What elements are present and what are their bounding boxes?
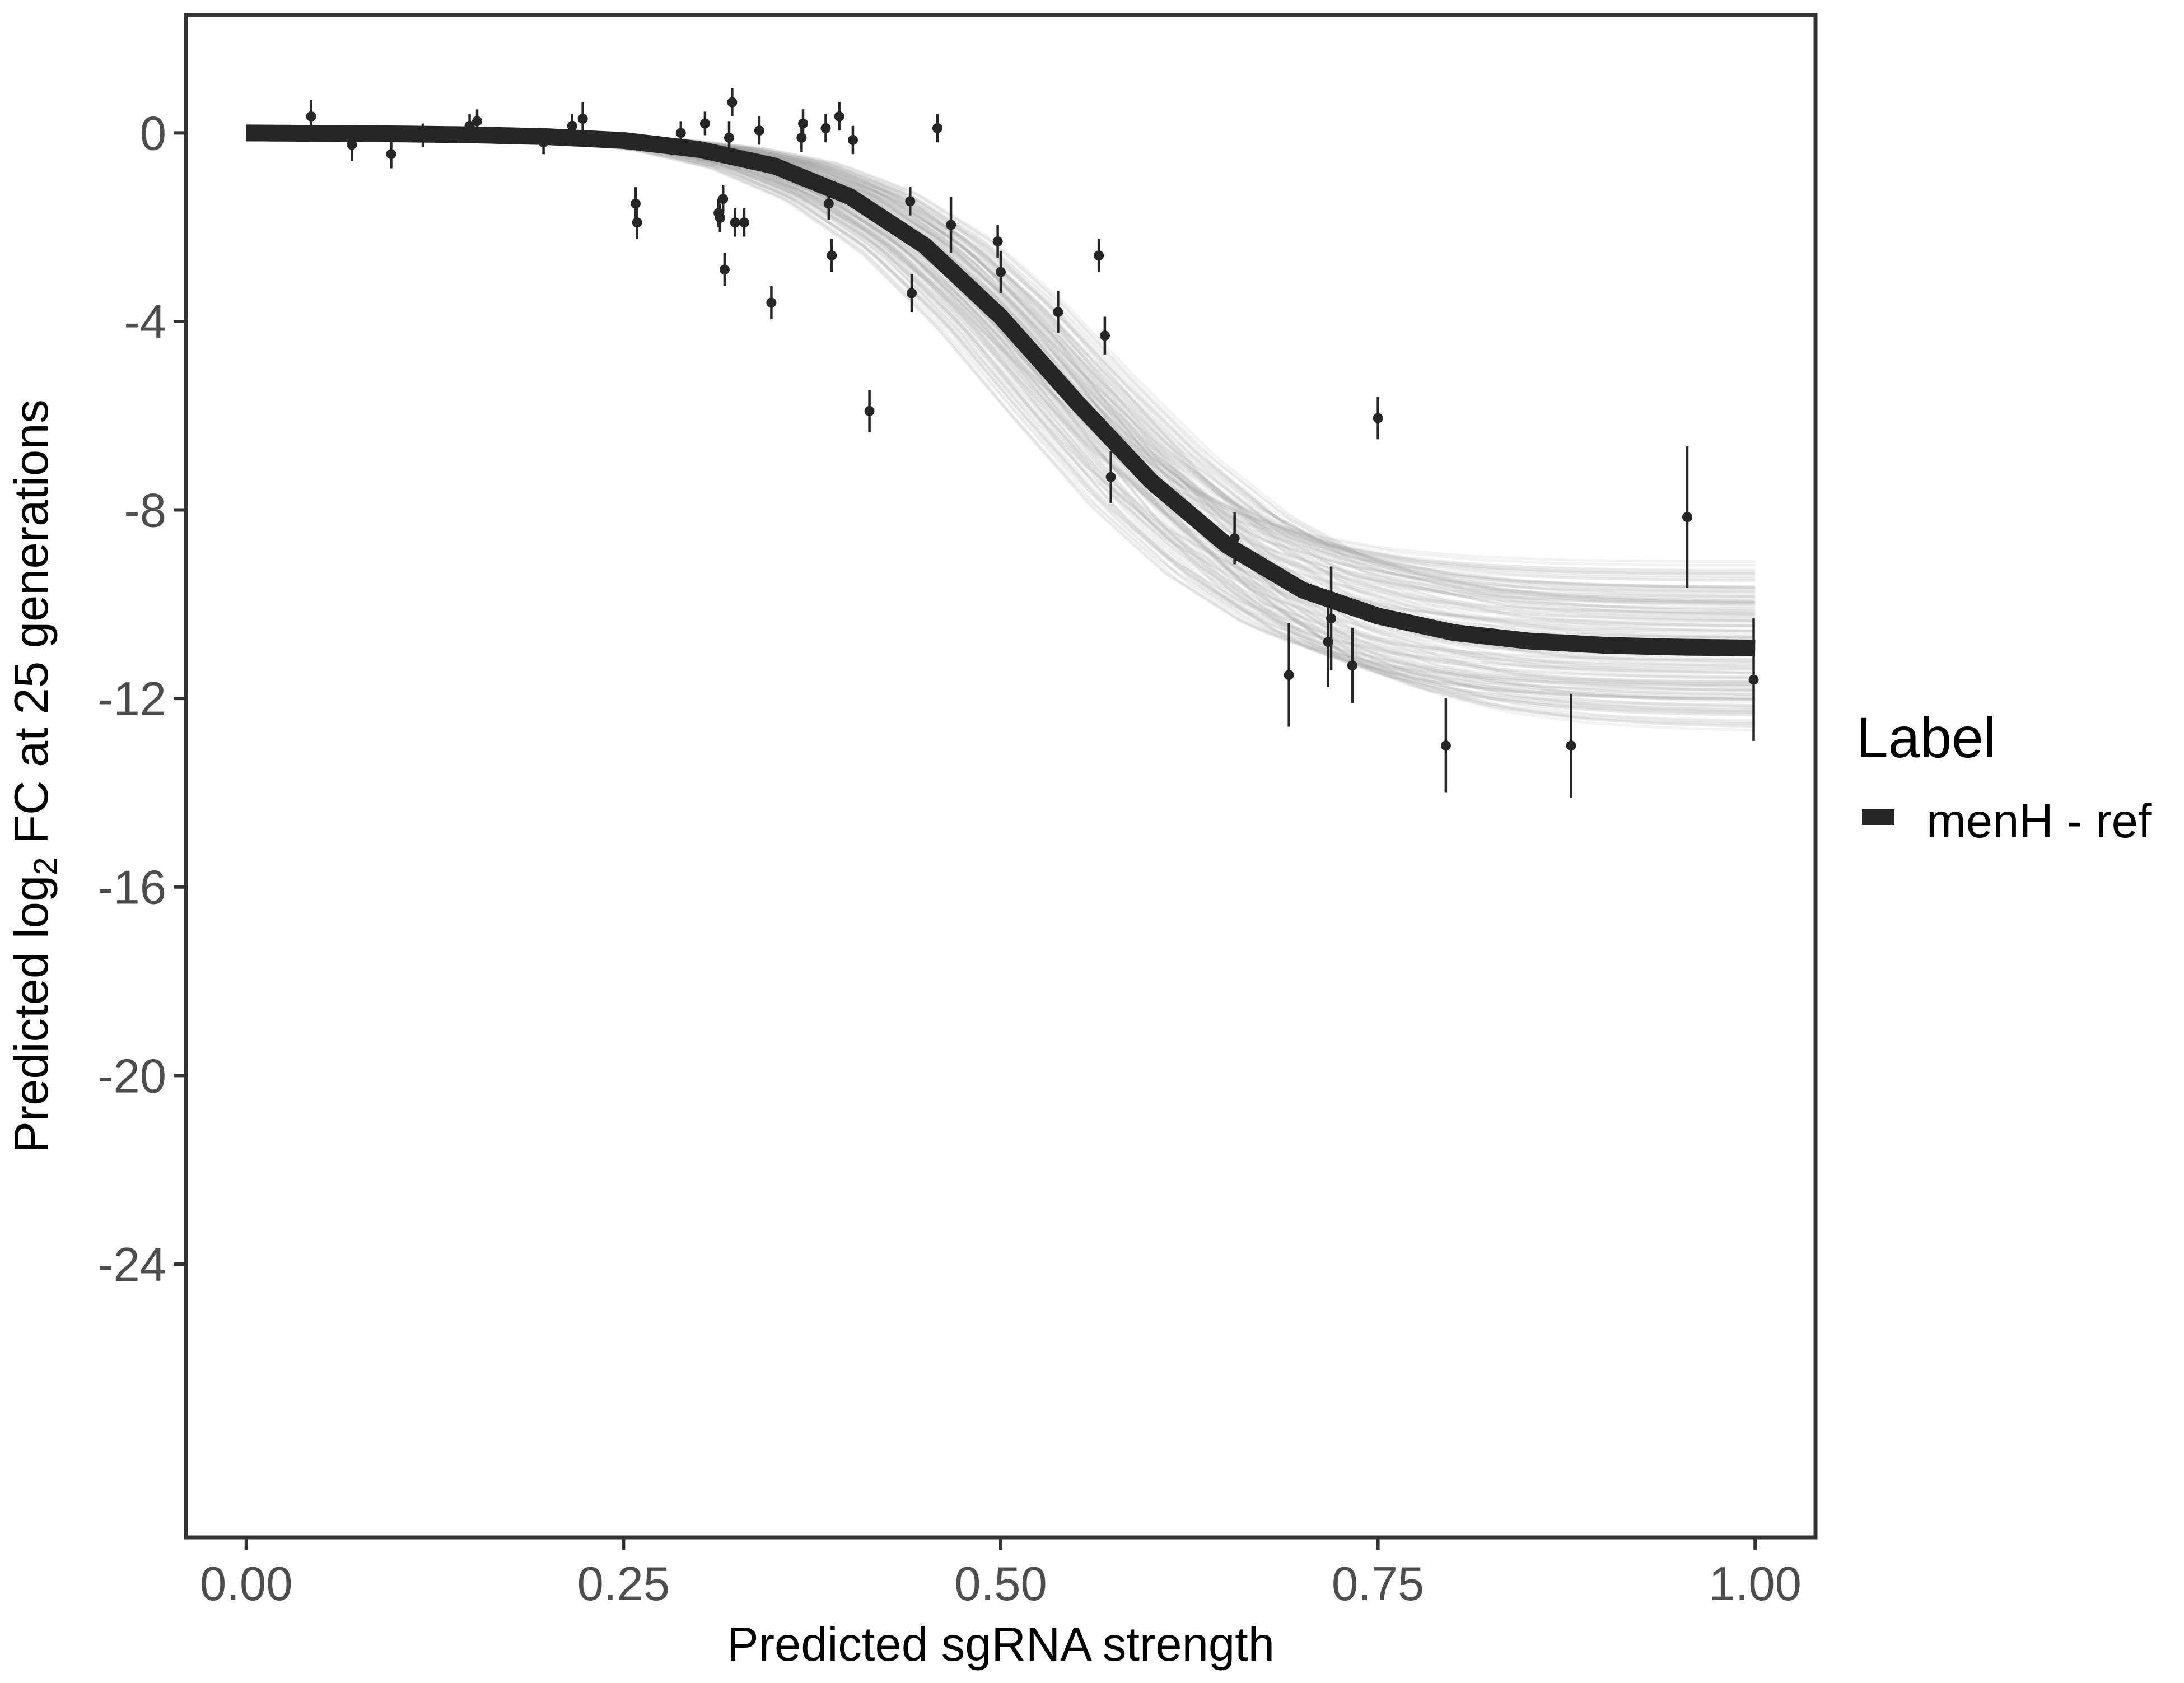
data-point	[675, 128, 686, 138]
legend: Label menH - ref	[1856, 706, 2152, 848]
data-point	[820, 123, 831, 133]
data-point	[932, 123, 942, 133]
y-tick-label: -12	[97, 673, 166, 726]
data-point	[724, 132, 734, 143]
data-point	[719, 264, 730, 275]
x-tick-label: 0.25	[577, 1558, 670, 1611]
data-point	[992, 236, 1003, 246]
data-point	[1099, 330, 1110, 341]
y-axis: 0 -4 -8 -12 -16 -20 -24	[97, 107, 184, 1292]
data-point	[577, 114, 588, 124]
y-tick-label: -24	[97, 1238, 166, 1292]
data-point	[306, 111, 316, 122]
data-point	[766, 297, 777, 308]
x-tick-label: 1.00	[1709, 1558, 1802, 1611]
data-point	[718, 194, 729, 204]
data-point	[632, 217, 642, 228]
data-point	[1748, 674, 1759, 685]
data-point	[1347, 660, 1357, 671]
data-point	[905, 196, 916, 207]
legend-item-label: menH - ref	[1926, 795, 2152, 848]
fit-line	[245, 124, 1756, 657]
data-point	[996, 267, 1006, 277]
y-tick-label: -8	[124, 484, 166, 538]
data-point	[1284, 670, 1294, 680]
data-point	[730, 217, 740, 228]
legend-key-swatch	[1862, 809, 1894, 825]
data-point	[1440, 740, 1451, 751]
legend-title: Label	[1856, 706, 1996, 770]
x-tick-label: 0.75	[1332, 1558, 1424, 1611]
data-point	[699, 118, 710, 129]
data-point	[827, 250, 837, 261]
data-point	[847, 134, 858, 145]
data-point	[946, 220, 956, 230]
fitted-curve	[245, 124, 1756, 657]
x-tick-label: 0.00	[200, 1558, 292, 1611]
y-tick-label: -16	[97, 861, 166, 915]
data-point	[798, 118, 809, 129]
data-point	[823, 198, 834, 209]
data-point	[472, 116, 483, 127]
data-point	[1094, 250, 1104, 261]
y-tick-label: 0	[140, 107, 166, 160]
y-axis-title: Predicted log2 FC at 25 generations	[5, 399, 64, 1153]
x-axis: 0.00 0.25 0.50 0.75 1.00	[200, 1539, 1802, 1611]
data-point	[1053, 307, 1063, 318]
x-axis-title: Predicted sgRNA strength	[727, 1618, 1275, 1671]
data-point	[739, 217, 749, 228]
data-point	[727, 97, 738, 108]
x-tick-label: 0.50	[954, 1558, 1047, 1611]
data-point	[347, 139, 357, 150]
data-point	[907, 288, 917, 299]
data-point	[1373, 413, 1383, 423]
data-point	[715, 212, 725, 223]
data-point	[1326, 613, 1337, 624]
panel-border	[184, 13, 1818, 1540]
data-point	[386, 149, 396, 160]
data-point	[864, 405, 875, 416]
data-point	[1682, 512, 1692, 523]
y-tick-label: -20	[97, 1050, 166, 1103]
data-point	[1566, 740, 1576, 751]
y-tick-label: -4	[124, 296, 166, 349]
data-point	[630, 198, 641, 209]
data-point	[567, 120, 577, 131]
data-point	[1105, 472, 1116, 482]
data-point	[754, 125, 764, 136]
data-point	[796, 132, 807, 143]
data-point	[834, 111, 844, 122]
